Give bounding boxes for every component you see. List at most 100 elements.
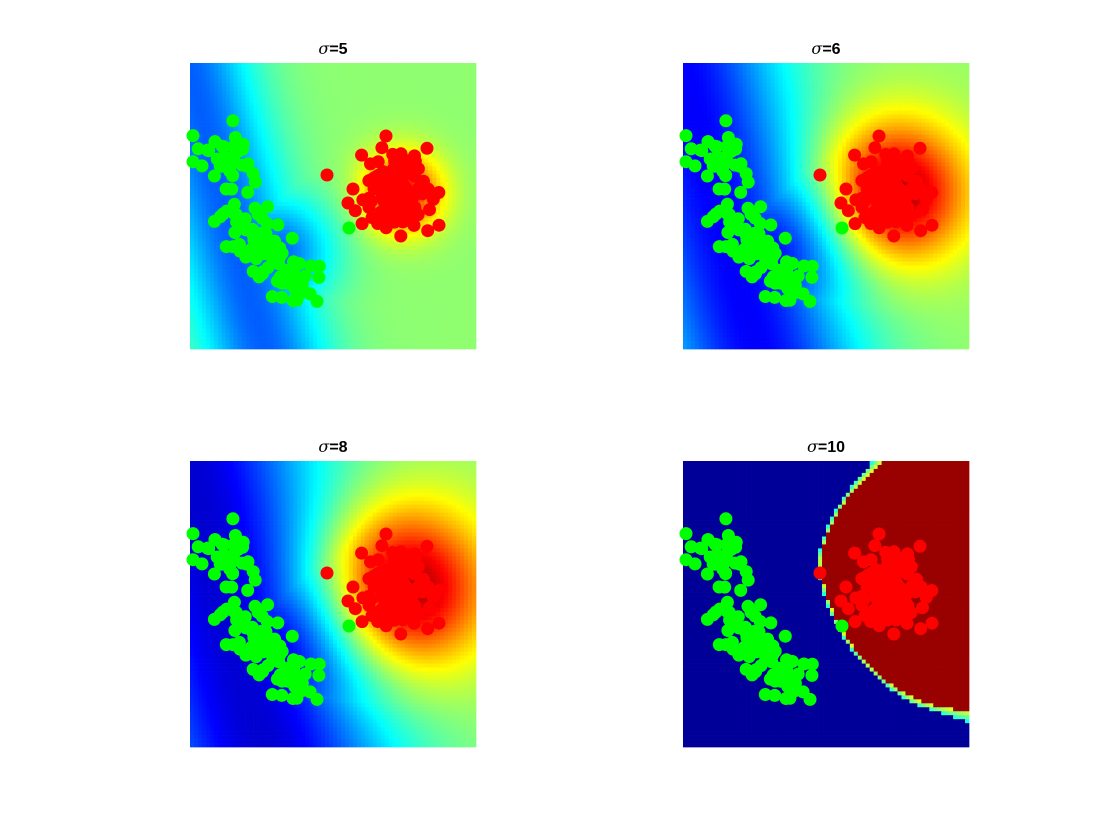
heatmap-cell: [225, 194, 231, 199]
heatmap-cell: [213, 78, 219, 84]
heatmap-cell: [420, 333, 425, 338]
heatmap-cell: [472, 150, 477, 155]
heatmap-cell: [293, 158, 298, 163]
heatmap-cell: [416, 237, 421, 243]
heatmap-cell: [404, 293, 409, 298]
heatmap-cell: [460, 146, 465, 151]
heatmap-cell: [336, 134, 342, 139]
heatmap-cell: [201, 202, 207, 207]
heatmap-cell: [201, 178, 207, 183]
heatmap-cell: [241, 78, 246, 84]
heatmap-cell: [356, 122, 362, 127]
heatmap-cell: [356, 146, 362, 151]
heatmap-cell: [468, 170, 473, 175]
heatmap-cell: [277, 313, 282, 318]
heatmap-cell: [440, 102, 445, 108]
heatmap-cell: [269, 194, 274, 199]
heatmap-cell: [261, 162, 266, 167]
heatmap-cell: [428, 90, 433, 96]
heatmap-cell: [265, 126, 270, 131]
heatmap-cell: [293, 213, 298, 219]
heatmap-cell: [396, 317, 401, 322]
heatmap-cell: [404, 106, 409, 112]
heatmap-cell: [428, 277, 433, 282]
heatmap-cell: [325, 146, 330, 151]
heatmap-cell: [217, 74, 223, 80]
heatmap-cell: [344, 90, 350, 96]
heatmap-cell: [205, 78, 211, 84]
heatmap-cell: [452, 209, 457, 215]
heatmap-cell: [464, 229, 469, 235]
heatmap-cell: [404, 309, 409, 314]
heatmap-cell: [420, 305, 425, 310]
heatmap-cell: [428, 261, 433, 266]
heatmap-cell: [348, 158, 354, 163]
heatmap-cell: [452, 293, 457, 298]
heatmap-cell: [420, 126, 425, 131]
heatmap-cell: [348, 78, 354, 84]
heatmap-cell: [392, 98, 397, 104]
heatmap-cell: [193, 269, 199, 274]
heatmap-cell: [325, 130, 330, 135]
heatmap-cell: [396, 321, 401, 326]
heatmap-cell: [217, 82, 223, 88]
heatmap-cell: [285, 182, 290, 187]
heatmap-cell: [356, 253, 362, 258]
heatmap-cell: [201, 225, 207, 231]
heatmap-cell: [325, 86, 330, 92]
heatmap-cell: [221, 122, 227, 127]
heatmap-cell: [360, 126, 366, 131]
heatmap-cell: [448, 178, 453, 183]
heatmap-cell: [309, 253, 314, 258]
heatmap-cell: [452, 170, 457, 175]
heatmap-cell: [305, 122, 310, 127]
heatmap-cell: [329, 194, 334, 199]
heatmap-cell: [352, 249, 358, 255]
heatmap-cell: [269, 90, 274, 96]
heatmap-cell: [388, 321, 393, 326]
heatmap-cell: [257, 130, 262, 135]
heatmap-cell: [321, 166, 326, 171]
heatmap-cell: [472, 134, 477, 139]
heatmap-cell: [440, 170, 445, 175]
heatmap-cell: [261, 90, 266, 96]
heatmap-cell: [305, 309, 310, 314]
heatmap-cell: [297, 63, 302, 68]
heatmap-cell: [237, 110, 242, 115]
heatmap-cell: [440, 245, 445, 251]
heatmap-cell: [257, 309, 262, 314]
heatmap-cell: [205, 130, 211, 135]
heatmap-cell: [392, 63, 397, 68]
heatmap-cell: [225, 138, 231, 143]
heatmap-cell: [456, 225, 461, 231]
heatmap-cell: [400, 74, 405, 80]
heatmap-cell: [321, 114, 326, 119]
heatmap-cell: [416, 305, 421, 310]
heatmap-cell: [376, 237, 382, 243]
heatmap-cell: [329, 63, 334, 68]
heatmap-cell: [340, 269, 346, 274]
heatmap-cell: [297, 118, 302, 123]
heatmap-cell: [468, 273, 473, 278]
heatmap-cell: [325, 94, 330, 100]
heatmap-cell: [352, 150, 358, 155]
heatmap-cell: [229, 309, 235, 314]
heatmap-cell: [209, 233, 215, 239]
heatmap-cell: [225, 305, 231, 310]
heatmap-cell: [376, 245, 382, 251]
heatmap-cell: [257, 154, 262, 159]
heatmap-cell: [285, 174, 290, 179]
heatmap-cell: [340, 170, 346, 175]
heatmap-cell: [237, 273, 242, 278]
heatmap-cell: [448, 74, 453, 80]
heatmap-cell: [416, 90, 421, 96]
heatmap-cell: [273, 182, 278, 187]
heatmap-cell: [400, 134, 405, 139]
heatmap-cell: [448, 333, 453, 338]
heatmap-cell: [229, 273, 235, 278]
heatmap-cell: [190, 114, 195, 119]
heatmap-cell: [301, 74, 306, 80]
heatmap-cell: [392, 126, 397, 131]
heatmap-cell: [452, 70, 457, 76]
heatmap-cell: [420, 138, 425, 143]
